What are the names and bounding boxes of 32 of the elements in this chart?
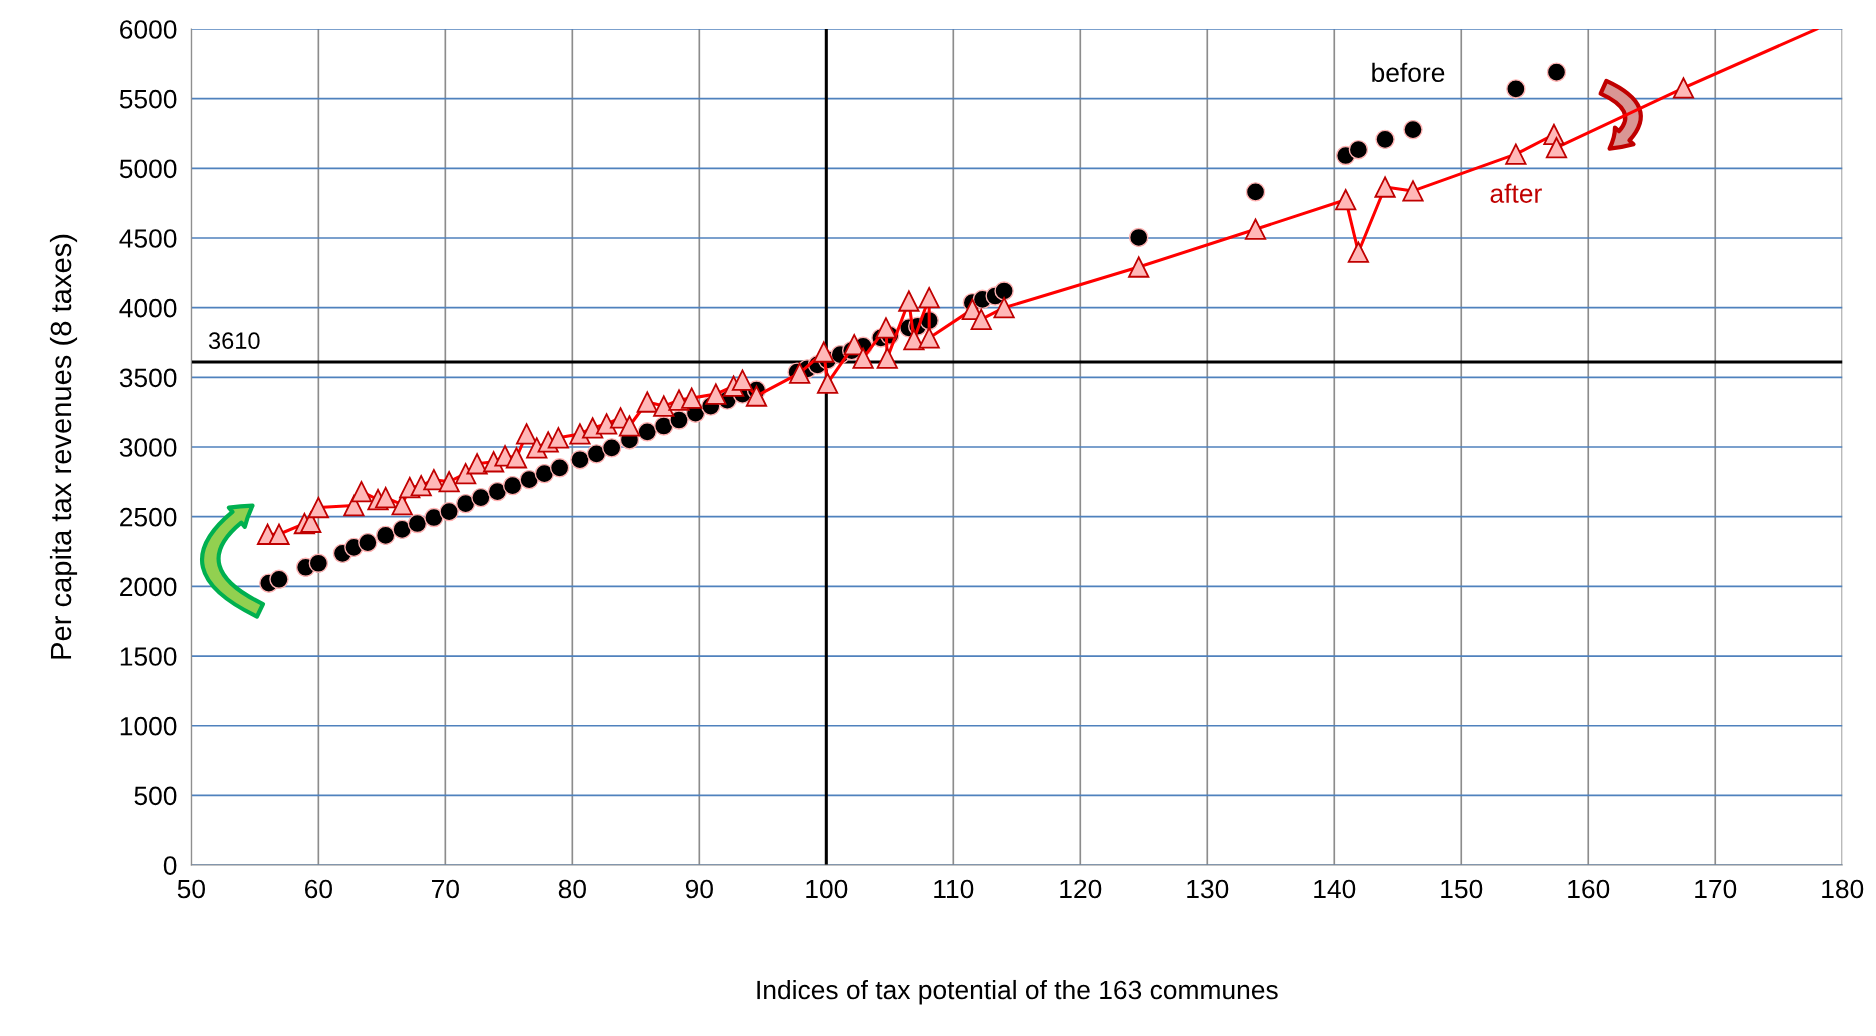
x-tick-label: 130 <box>1187 879 1229 899</box>
series-label: before <box>1372 62 1445 83</box>
x-tick-label: 110 <box>934 879 974 899</box>
y-tick-label: 5500 <box>119 89 177 109</box>
x-axis-title: Indices of tax potential of the 163 communes <box>757 979 1278 1005</box>
y-tick-label: 0 <box>163 856 177 875</box>
x-tick-label: 170 <box>1695 879 1737 899</box>
x-tick-label: 160 <box>1568 879 1610 899</box>
series-label: after <box>1490 183 1542 203</box>
x-tick-label: 100 <box>806 879 848 899</box>
x-tick-label: 140 <box>1314 879 1356 899</box>
x-tick-label: 120 <box>1060 879 1102 899</box>
x-tick-label: 50 <box>177 879 205 899</box>
ref-line-label: 3610 <box>208 332 260 350</box>
y-axis-title: Per capita tax revenues (8 taxes) <box>49 234 78 659</box>
y-tick-label: 3500 <box>119 368 177 388</box>
x-tick-label: 70 <box>432 879 459 899</box>
y-tick-label: 4000 <box>119 298 177 318</box>
x-tick-label: 90 <box>685 879 713 899</box>
x-tick-label: 180 <box>1822 879 1864 899</box>
y-tick-label: 5000 <box>119 159 177 179</box>
x-tick-label: 60 <box>305 879 332 899</box>
y-tick-label: 6000 <box>120 20 177 39</box>
y-tick-label: 2000 <box>120 577 177 597</box>
y-tick-label: 3000 <box>119 438 177 457</box>
x-tick-label: 150 <box>1441 879 1483 899</box>
y-tick-label: 2500 <box>120 507 177 527</box>
y-tick-label: 1500 <box>120 647 177 666</box>
y-tick-label: 500 <box>134 786 177 806</box>
x-tick-label: 80 <box>558 879 586 899</box>
y-tick-label: 4500 <box>119 229 177 248</box>
y-tick-label: 1000 <box>120 716 177 736</box>
